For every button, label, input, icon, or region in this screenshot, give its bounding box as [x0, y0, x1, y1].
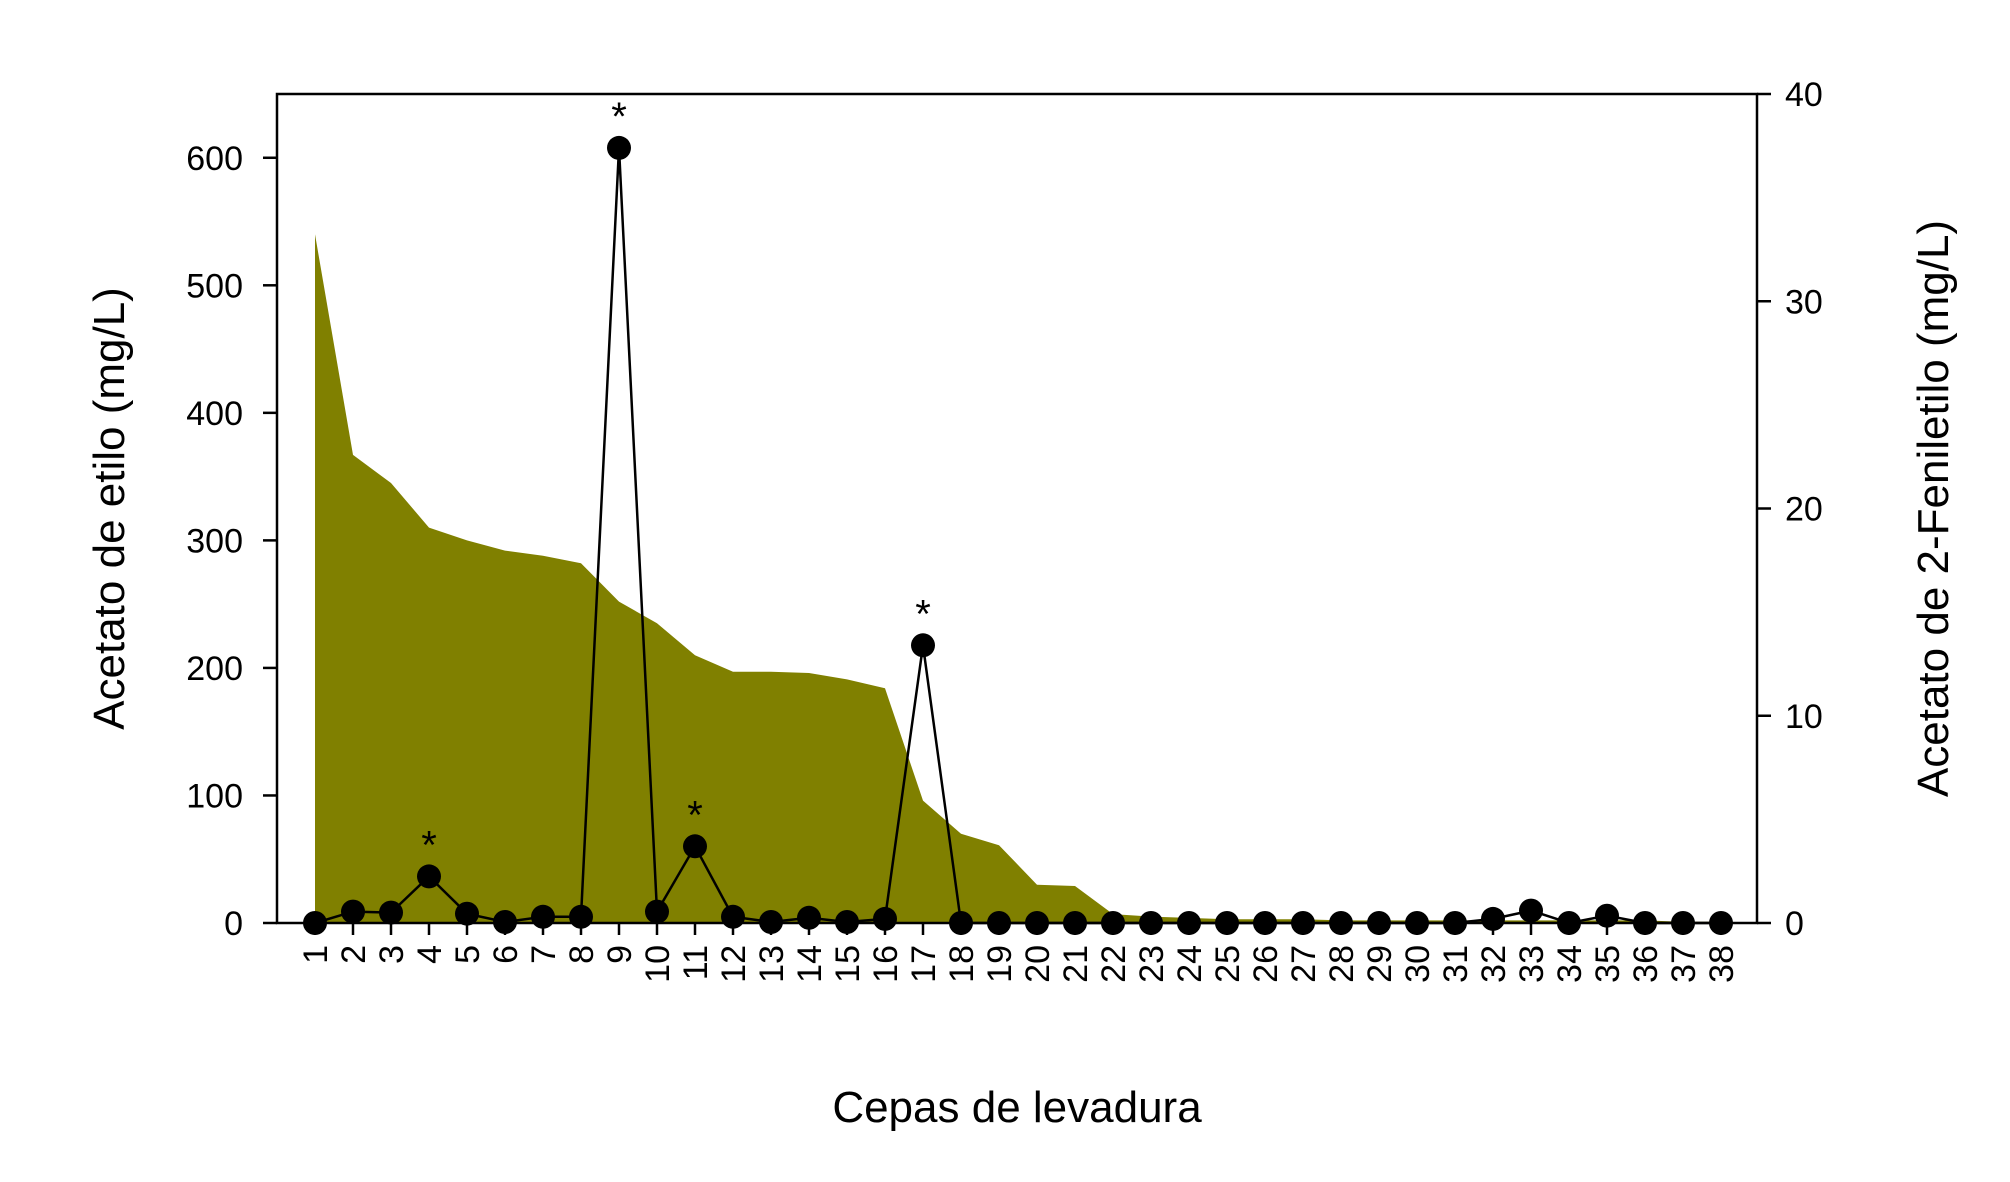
- left-y-axis: 0 100 200 300 400 500 600: [186, 140, 277, 943]
- x-tick-label-34: 34: [1551, 945, 1589, 983]
- x-tick-label-11: 11: [677, 945, 715, 980]
- x-tick-label-15: 15: [829, 945, 867, 983]
- x-tick-label-7: 7: [525, 945, 563, 964]
- x-tick-label-3: 3: [373, 945, 411, 964]
- x-tick-label-2: 2: [335, 945, 373, 964]
- x-tick-label-16: 16: [867, 945, 905, 983]
- significance-asterisk-9: *: [611, 95, 627, 139]
- left-tick-label-300: 300: [186, 522, 243, 560]
- right-tick-label-20: 20: [1785, 491, 1823, 529]
- y-axis-title-right: Acetato de 2-Feniletilo (mg/L): [1909, 220, 1958, 797]
- data-point-2: [341, 899, 365, 924]
- significance-asterisk-11: *: [687, 793, 703, 837]
- x-axis-title: Cepas de levadura: [832, 1083, 1202, 1132]
- y-axis-title-left: Acetato de etilo (mg/L): [85, 287, 134, 730]
- x-tick-label-36: 36: [1627, 945, 1665, 983]
- left-tick-label-600: 600: [186, 140, 243, 178]
- x-tick-label-17: 17: [905, 945, 943, 983]
- right-tick-label-10: 10: [1785, 698, 1823, 736]
- area-series-ethyl-acetate: [315, 234, 1721, 924]
- x-tick-label-38: 38: [1703, 945, 1741, 983]
- x-tick-label-18: 18: [943, 945, 981, 983]
- area-series-layer: [315, 234, 1721, 924]
- right-y-axis: 0 10 20 30 40: [1757, 76, 1823, 943]
- x-tick-label-33: 33: [1513, 945, 1551, 983]
- left-tick-label-500: 500: [186, 267, 243, 305]
- annotation-layer: * * * *: [421, 95, 931, 867]
- left-tick-label-100: 100: [186, 777, 243, 815]
- x-tick-label-20: 20: [1019, 945, 1057, 983]
- data-point-5: [455, 901, 479, 926]
- right-tick-label-40: 40: [1785, 76, 1823, 114]
- x-tick-label-13: 13: [753, 945, 791, 983]
- data-point-11: [683, 834, 707, 859]
- x-tick-label-23: 23: [1133, 945, 1171, 983]
- data-point-35: [1595, 903, 1619, 928]
- x-tick-label-27: 27: [1285, 945, 1323, 983]
- x-axis: 1 2 3 4 5 6 7 8 9 10 11 12 13 14 15 16 17 18 19 20 21 22 23 24 2…: [297, 923, 1741, 983]
- x-tick-label-5: 5: [449, 945, 487, 964]
- x-tick-label-26: 26: [1247, 945, 1285, 983]
- right-tick-label-0: 0: [1785, 905, 1804, 943]
- data-point-17: [911, 633, 935, 658]
- data-point-33: [1519, 898, 1543, 923]
- x-tick-label-25: 25: [1209, 945, 1247, 983]
- data-point-32: [1481, 906, 1505, 931]
- data-point-4: [417, 864, 441, 889]
- significance-asterisk-4: *: [421, 823, 437, 867]
- x-tick-label-30: 30: [1399, 945, 1437, 983]
- x-tick-label-32: 32: [1475, 945, 1513, 983]
- x-tick-label-21: 21: [1057, 945, 1095, 983]
- x-tick-label-6: 6: [487, 945, 525, 964]
- left-tick-label-0: 0: [224, 905, 243, 943]
- x-tick-label-35: 35: [1589, 945, 1627, 983]
- data-point-16: [873, 906, 897, 931]
- x-tick-label-31: 31: [1437, 945, 1475, 983]
- x-tick-label-37: 37: [1665, 945, 1703, 983]
- x-tick-label-8: 8: [563, 945, 601, 964]
- x-tick-label-10: 10: [639, 945, 677, 983]
- x-tick-label-14: 14: [791, 945, 829, 983]
- left-tick-label-400: 400: [186, 395, 243, 433]
- data-point-9: [607, 135, 631, 160]
- x-tick-label-22: 22: [1095, 945, 1133, 983]
- data-point-10: [645, 899, 669, 924]
- x-tick-label-29: 29: [1361, 945, 1399, 983]
- x-tick-label-19: 19: [981, 945, 1019, 983]
- x-tick-label-24: 24: [1171, 945, 1209, 983]
- x-tick-label-28: 28: [1323, 945, 1361, 983]
- x-tick-label-4: 4: [411, 945, 449, 964]
- right-tick-label-30: 30: [1785, 283, 1823, 321]
- significance-asterisk-17: *: [915, 592, 931, 636]
- x-tick-label-1: 1: [297, 945, 335, 964]
- x-tick-label-9: 9: [601, 945, 639, 964]
- x-tick-label-12: 12: [715, 945, 753, 983]
- left-tick-label-200: 200: [186, 650, 243, 688]
- data-point-3: [379, 900, 403, 925]
